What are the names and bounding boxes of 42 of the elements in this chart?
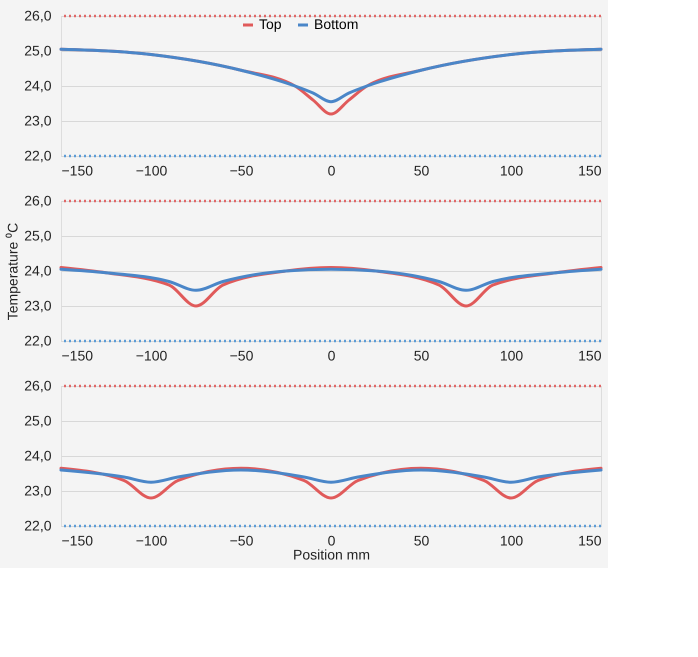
x-tick-label: −100 [136, 162, 168, 178]
x-tick-label: 100 [500, 532, 524, 548]
x-tick-label: −50 [230, 532, 254, 548]
y-tick-label: 26,0 [24, 192, 52, 208]
x-tick-label: 0 [328, 348, 336, 364]
line-series [60, 268, 602, 292]
y-tick-label: 26,0 [24, 8, 52, 24]
legend-label: Top [259, 16, 282, 32]
y-tick-label: 24,0 [24, 78, 52, 94]
x-tick-label: 150 [578, 532, 602, 548]
y-tick-label: 23,0 [24, 482, 52, 498]
line-series [60, 48, 602, 104]
y-axis-title: Temperature ⁰C [4, 222, 20, 320]
x-tick-label: 150 [578, 348, 602, 364]
x-tick-label: 50 [414, 532, 430, 548]
x-tick-label: 50 [414, 162, 430, 178]
x-tick-label: −150 [62, 532, 94, 548]
x-tick-label: 150 [578, 162, 602, 178]
x-tick-label: 0 [328, 532, 336, 548]
y-tick-label: 25,0 [24, 228, 52, 244]
y-tick-label: 23,0 [24, 112, 52, 128]
y-tick-label: 26,0 [24, 378, 52, 394]
x-tick-label: −150 [62, 348, 94, 364]
x-tick-label: −100 [136, 532, 168, 548]
y-tick-label: 23,0 [24, 298, 52, 314]
y-tick-label: 24,0 [24, 262, 52, 278]
y-tick-label: 22,0 [24, 332, 52, 348]
y-tick-label: 22,0 [24, 148, 52, 164]
x-tick-label: 100 [500, 162, 524, 178]
y-tick-label: 22,0 [24, 518, 52, 534]
x-tick-label: 100 [500, 348, 524, 364]
x-tick-label: 0 [328, 162, 336, 178]
x-tick-label: −50 [230, 348, 254, 364]
y-tick-label: 24,0 [24, 448, 52, 464]
x-tick-label: −50 [230, 162, 254, 178]
x-axis-title: Position mm [292, 546, 370, 562]
x-tick-label: −150 [62, 162, 94, 178]
x-tick-label: 50 [414, 348, 430, 364]
legend-label: Bottom [314, 16, 358, 32]
x-tick-label: −100 [136, 348, 168, 364]
y-tick-label: 25,0 [24, 412, 52, 428]
y-tick-label: 25,0 [24, 42, 52, 58]
